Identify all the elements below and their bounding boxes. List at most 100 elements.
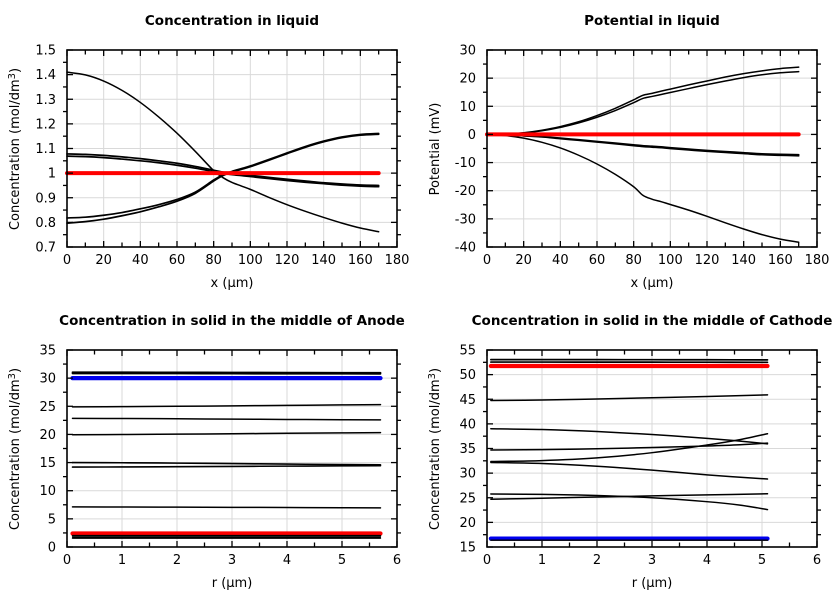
series-group	[488, 358, 770, 541]
x-tick-label: 2	[593, 553, 601, 568]
series-curve-35-flat	[490, 442, 769, 451]
y-tick-label: 15	[459, 541, 476, 556]
x-tick-label: 1	[538, 553, 546, 568]
y-axis-label: Concentration (mol/dm3)	[7, 367, 23, 531]
series-curve-23	[71, 417, 382, 421]
x-tick-label: 0	[483, 253, 491, 268]
y-axis-label: Concentration (mol/dm3)	[427, 367, 443, 531]
x-tick-label: 140	[311, 253, 336, 268]
series-curve-32-up	[490, 432, 769, 463]
panel-concentration-solid-cathode: 0 1 2 3 4 5 6 15 20 25 30 35 40 45 50 55 Concentration …	[420, 300, 840, 600]
y-tick-label: 1.5	[35, 44, 56, 59]
x-tick-label: 160	[348, 253, 373, 268]
y-tick-label: 1.3	[35, 93, 56, 108]
x-tick-label: 0	[483, 553, 491, 568]
x-tick-label: 4	[703, 553, 711, 568]
x-tick-label: 0	[63, 553, 71, 568]
y-tick-label: 5	[48, 512, 56, 527]
x-tick-label: 140	[731, 253, 756, 268]
series-curve-shallow-down-b	[486, 133, 800, 157]
chart-title: Concentration in solid in the middle of …	[59, 313, 405, 329]
y-tick-label: 0.9	[35, 191, 56, 206]
series-curve-15-down	[71, 461, 382, 466]
y-axis-label: Potential (mV)	[428, 102, 443, 196]
series-curve-26-down	[490, 493, 769, 511]
concentration-solid-anode-plot: 0 1 2 3 4 5 6 0 5 10 15 20 25 30 35	[39, 344, 401, 569]
x-tick-label: 120	[275, 253, 300, 268]
series-curve-14-up	[71, 464, 382, 468]
x-tick-label: 5	[758, 553, 766, 568]
series-group	[65, 71, 381, 233]
series-curve-45	[490, 394, 769, 402]
x-tick-label: 180	[385, 253, 410, 268]
x-tick-label: 100	[658, 253, 683, 268]
chart-title: Potential in liquid	[584, 13, 720, 29]
x-tick-label: 60	[169, 253, 186, 268]
x-tick-label: 60	[589, 253, 606, 268]
y-tick-label: 40	[459, 417, 476, 432]
x-tick-label: 1	[118, 553, 126, 568]
y-tick-label: 10	[459, 100, 476, 115]
y-tick-label: -40	[455, 241, 476, 256]
x-tick-label: 120	[695, 253, 720, 268]
y-tick-label: -20	[455, 184, 476, 199]
series-curve-up-b	[486, 70, 800, 136]
potential-liquid-plot: 0 20 40 60 80 100 120 140 160 180 -40 -30 -20 -10 0 10 2…	[455, 44, 830, 269]
y-tick-label: 55	[459, 344, 476, 359]
y-tick-label: 0	[468, 128, 476, 143]
y-tick-label: -10	[455, 156, 476, 171]
x-tick-label: 2	[173, 553, 181, 568]
grid	[487, 350, 817, 547]
y-tick-label: 30	[459, 44, 476, 59]
series-curve-20	[71, 431, 382, 436]
x-tick-label: 20	[95, 253, 112, 268]
y-axis-label: Concentration (mol/dm3)	[7, 67, 23, 231]
y-tick-label: 10	[39, 484, 56, 499]
x-tick-label: 80	[205, 253, 222, 268]
tick-labels: 0 20 40 60 80 100 120 140 160 180 0.7 0.8 0.9 1 1.1 1.2…	[35, 44, 409, 269]
panel-potential-liquid: 0 20 40 60 80 100 120 140 160 180 -40 -30 -20 -10 0 10 2…	[420, 0, 840, 300]
series-curve-39-down	[490, 428, 769, 445]
x-tick-label: 5	[338, 553, 346, 568]
chart-title: Concentration in liquid	[144, 13, 320, 29]
y-tick-label: -30	[455, 212, 476, 227]
y-tick-label: 30	[39, 372, 56, 387]
y-tick-label: 35	[459, 442, 476, 457]
y-tick-label: 0	[48, 541, 56, 556]
x-tick-label: 4	[283, 553, 291, 568]
series-curve-shallow-down-a	[486, 133, 800, 156]
y-tick-label: 0.8	[35, 216, 56, 231]
y-tick-label: 25	[459, 491, 476, 506]
series-curve-25-up	[490, 493, 769, 500]
series-group	[485, 66, 801, 243]
plot-frame	[66, 49, 398, 248]
plot-frame	[486, 49, 818, 248]
series-curve-up-b	[66, 133, 380, 224]
y-tick-label: 1.4	[35, 68, 56, 83]
y-tick-label: 0.7	[35, 241, 56, 256]
y-tick-label: 20	[39, 428, 56, 443]
series-group	[70, 371, 383, 539]
plot-frame	[486, 349, 818, 548]
x-axis-label: x (µm)	[210, 276, 254, 291]
series-curve-25	[71, 403, 382, 408]
y-tick-label: 1	[48, 167, 56, 182]
x-axis-label: r (µm)	[631, 576, 673, 591]
grid	[487, 50, 817, 247]
series-flat-31-upper	[71, 371, 382, 374]
x-tick-label: 0	[63, 253, 71, 268]
superscript: 3	[427, 373, 438, 380]
x-tick-label: 180	[805, 253, 830, 268]
y-tick-label: 15	[39, 456, 56, 471]
y-tick-label: 25	[39, 400, 56, 415]
x-tick-label: 80	[625, 253, 642, 268]
chart-title: Concentration in solid in the middle of …	[471, 313, 833, 329]
superscript: 3	[7, 73, 18, 80]
y-tick-label: 1.2	[35, 117, 56, 132]
plot-frame	[66, 349, 398, 548]
y-tick-label: 45	[459, 393, 476, 408]
y-tick-label: 20	[459, 72, 476, 87]
x-axis-label: x (µm)	[630, 276, 674, 291]
